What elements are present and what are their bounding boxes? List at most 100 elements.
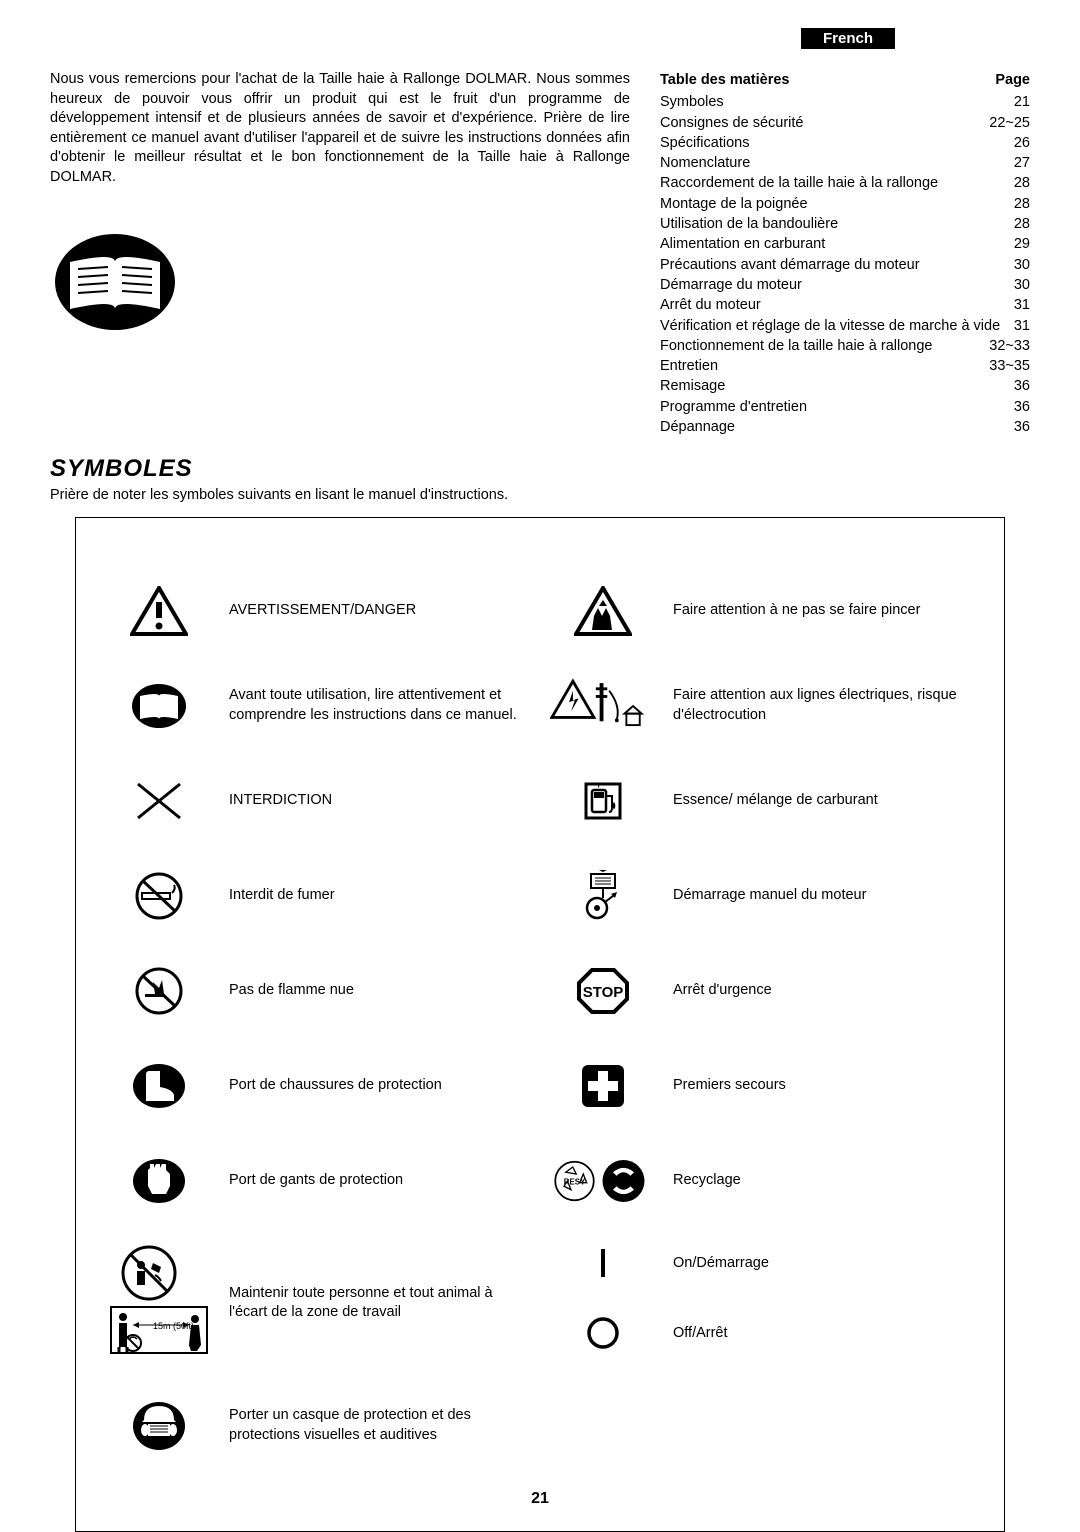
toc-row: Consignes de sécurité22~25 [660,113,1030,133]
symbol-row: Premiers secours [550,1038,974,1133]
symbol-label: Pas de flamme nue [229,981,354,1001]
toc-row: Spécifications 26 [660,133,1030,153]
toc-item-page: 31 [1014,316,1030,336]
page-number: 21 [0,1490,1080,1508]
toc-item-title: Alimentation en carburant [660,234,825,254]
svg-text:GRÜNE: GRÜNE [614,1160,633,1167]
toc-item-page: 28 [1014,214,1030,234]
table-of-contents: Table des matières Page Symboles21Consig… [660,70,1030,437]
intro-text: Nous vous remercions pour l'achat de la … [50,70,630,187]
symbol-row: On/Démarrage [550,1228,974,1298]
symbol-label: Faire attention à ne pas se faire pincer [673,601,920,621]
symbol-row: AVERTISSEMENT/DANGER [106,563,530,658]
symbol-row: INTERDICTION [106,753,530,848]
on-start-icon [550,1243,655,1283]
toc-item-page: 27 [1014,153,1030,173]
toc-row: Entretien33~35 [660,356,1030,376]
symbol-label: Démarrage manuel du moteur [673,886,866,906]
toc-item-title: Programme d'entretien [660,397,807,417]
no-flame-icon [106,966,211,1016]
symbol-row: Faire attention aux lignes électriques, … [550,658,974,753]
toc-item-title: Remisage [660,376,725,396]
symbol-label: Premiers secours [673,1076,786,1096]
fuel-icon: + [550,776,655,826]
svg-text:STOP: STOP [582,984,623,1001]
svg-text:15m (50ft): 15m (50ft) [153,1321,194,1331]
toc-row: Utilisation de la bandoulière 28 [660,214,1030,234]
toc-row: Alimentation en carburant 29 [660,234,1030,254]
toc-item-title: Consignes de sécurité [660,113,803,133]
top-section: Nous vous remercions pour l'achat de la … [50,70,1030,437]
toc-item-title: Spécifications [660,133,749,153]
toc-item-page: 36 [1014,417,1030,437]
toc-row: Démarrage du moteur30 [660,275,1030,295]
toc-item-title: Utilisation de la bandoulière [660,214,838,234]
language-badge: French [801,28,895,49]
toc-row: Programme d'entretien 36 [660,397,1030,417]
toc-item-page: 26 [1014,133,1030,153]
symbol-label: Interdit de fumer [229,886,335,906]
electrical-hazard-icon [550,676,655,736]
keep-distance-icon: 15m (50ft) [106,1243,211,1363]
symbol-label: Porter un casque de protection et des pr… [229,1406,530,1445]
symbols-box: AVERTISSEMENT/DANGER Avant toute utilisa… [75,517,1005,1532]
toc-item-page: 28 [1014,194,1030,214]
toc-item-page: 36 [1014,376,1030,396]
toc-item-page: 33~35 [989,356,1030,376]
symbol-row: Faire attention à ne pas se faire pincer [550,563,974,658]
wear-helmet-icon [106,1398,211,1454]
symbol-label: AVERTISSEMENT/DANGER [229,601,416,621]
warning-icon [106,586,211,636]
symbol-row: STOP Arrêt d'urgence [550,943,974,1038]
toc-row: Raccordement de la taille haie à la rall… [660,173,1030,193]
toc-row: Nomenclature27 [660,153,1030,173]
toc-row: Arrêt du moteur31 [660,295,1030,315]
toc-item-title: Fonctionnement de la taille haie à rallo… [660,336,932,356]
symbol-label: INTERDICTION [229,791,332,811]
section-subtitle: Prière de noter les symboles suivants en… [50,487,1030,503]
toc-item-page: 28 [1014,173,1030,193]
recycling-icon: RESY GRÜNE [550,1153,655,1209]
symbol-row: Off/Arrêt [550,1298,974,1368]
safety-gloves-icon [106,1156,211,1206]
symbol-label: Essence/ mélange de carburant [673,791,878,811]
toc-item-title: Démarrage du moteur [660,275,802,295]
toc-item-title: Montage de la poignée [660,194,808,214]
toc-item-title: Vérification et réglage de la vitesse de… [660,316,1000,336]
symbol-row: RESY GRÜNE Recyclage [550,1133,974,1228]
symbol-row: 15m (50ft) Maintenir toute personne et t… [106,1228,530,1378]
no-smoking-icon [106,871,211,921]
toc-row: Précautions avant démarrage du moteur30 [660,255,1030,275]
toc-header-title: Table des matières [660,70,790,90]
symbol-row: Démarrage manuel du moteur [550,848,974,943]
symbol-row: Avant toute utilisation, lire attentivem… [106,658,530,753]
toc-item-title: Symboles [660,92,724,112]
symbol-row: Port de gants de protection [106,1133,530,1228]
section-title-symboles: SYMBOLES [50,455,1030,483]
off-stop-icon [550,1313,655,1353]
toc-row: Remisage 36 [660,376,1030,396]
toc-row: Symboles21 [660,92,1030,112]
symbol-label: Maintenir toute personne et tout animal … [229,1284,530,1323]
symbol-label: Off/Arrêt [673,1324,728,1344]
symbol-label: Port de chaussures de protection [229,1076,442,1096]
symbol-label: Recyclage [673,1171,741,1191]
symbol-row: Porter un casque de protection et des pr… [106,1378,530,1473]
toc-item-page: 36 [1014,397,1030,417]
toc-item-page: 30 [1014,255,1030,275]
symbols-right-column: Faire attention à ne pas se faire pincer [550,563,974,1473]
symbol-row: Interdit de fumer [106,848,530,943]
toc-row: Montage de la poignée 28 [660,194,1030,214]
symbol-label: Arrêt d'urgence [673,981,772,1001]
toc-item-title: Dépannage [660,417,735,437]
toc-item-page: 29 [1014,234,1030,254]
toc-row: Vérification et réglage de la vitesse de… [660,316,1030,336]
intro-column: Nous vous remercions pour l'achat de la … [50,70,630,437]
manual-start-icon [550,868,655,924]
svg-text:+: + [596,780,601,790]
symbol-label: Avant toute utilisation, lire attentivem… [229,686,530,725]
symbol-row: Port de chaussures de protection [106,1038,530,1133]
prohibition-icon [106,776,211,826]
symbol-label: Faire attention aux lignes électriques, … [673,686,974,725]
toc-item-page: 32~33 [989,336,1030,356]
